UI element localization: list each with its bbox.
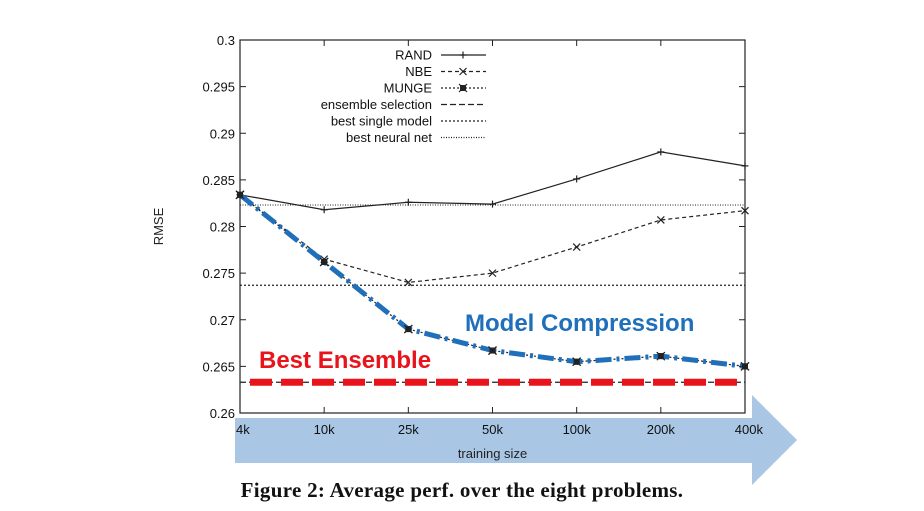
point-munge-overlay-2 [403, 324, 413, 334]
figure-caption: Figure 2: Average perf. over the eight p… [240, 478, 684, 502]
y-tick-label-8: 0.3 [217, 33, 235, 48]
point-rand-2 [404, 198, 412, 206]
x-tick-label-3: 50k [482, 422, 503, 437]
tick-labels: 0.26 0.265 0.27 0.275 0.28 0.285 0.29 0.295 0.3 4… [151, 33, 763, 461]
y-tick-label-7: 0.295 [202, 80, 235, 95]
arrow-shape [235, 395, 797, 485]
plot-frame [239, 39, 746, 414]
series-lines [235, 148, 750, 371]
y-tick-label-2: 0.27 [210, 313, 235, 328]
y-tick-label-6: 0.29 [210, 126, 235, 141]
legend-label-ensemble-selection: ensemble selection [321, 97, 432, 112]
best-ensemble-label: Best Ensemble [259, 347, 431, 374]
x-tick-label-4: 100k [563, 422, 592, 437]
legend-label-munge: MUNGE [384, 81, 433, 96]
x-tick-label-0: 4k [236, 422, 250, 437]
legend-marker-rand [459, 51, 467, 59]
munge-highlight-line [238, 192, 746, 369]
model-compression-label: Model Compression [465, 310, 694, 337]
x-tick-label-1: 10k [314, 422, 335, 437]
legend-marker-munge [458, 83, 468, 93]
legend-marker-nbe [459, 67, 467, 76]
y-axis-label: RMSE [151, 207, 166, 245]
point-rand-5 [657, 148, 665, 156]
x-tick-label-2: 25k [398, 422, 419, 437]
point-munge-overlay-4 [572, 357, 582, 367]
legend-label-rand: RAND [395, 48, 432, 63]
x-tick-label-6: 400k [735, 422, 764, 437]
legend-label-best-single-model: best single model [331, 114, 432, 129]
point-nbe-5 [656, 216, 665, 224]
point-rand-3 [489, 200, 496, 208]
point-rand-4 [573, 175, 581, 183]
point-nbe-4 [572, 243, 581, 251]
y-tick-label-0: 0.26 [210, 406, 235, 421]
training-size-arrow [235, 395, 797, 485]
y-tick-label-1: 0.265 [202, 359, 235, 374]
legend-label-best-neural-net: best neural net [346, 130, 432, 145]
point-munge-overlay-5 [656, 351, 666, 361]
annotations: Model Compression Best Ensemble [259, 310, 694, 374]
point-nbe-3 [488, 269, 497, 278]
point-nbe-2 [404, 278, 413, 287]
y-tick-label-5: 0.285 [202, 173, 235, 188]
series-line-munge [239, 194, 746, 367]
y-tick-label-4: 0.28 [210, 220, 235, 235]
legend-label-nbe: NBE [405, 64, 432, 79]
point-munge-overlay-3 [488, 346, 497, 355]
point-rand-1 [320, 206, 328, 214]
x-tick-label-5: 200k [647, 422, 676, 437]
x-axis-label: training size [458, 446, 527, 461]
y-tick-label-3: 0.275 [202, 266, 235, 281]
point-munge-overlay-1 [319, 257, 329, 267]
